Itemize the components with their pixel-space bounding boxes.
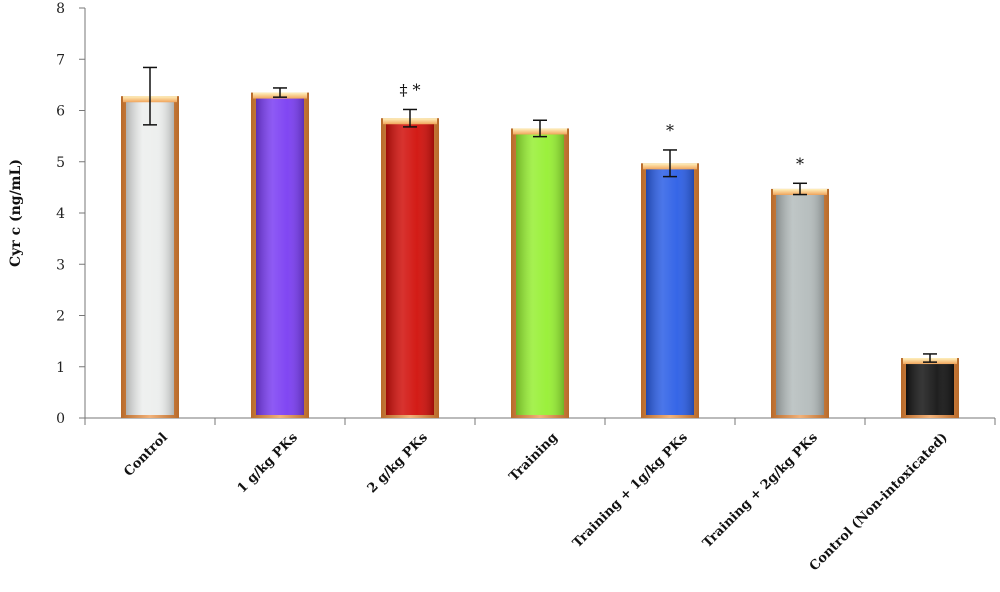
y-tick-label: 7 [56, 52, 65, 68]
bar-shading [386, 124, 434, 415]
y-tick-label: 5 [56, 155, 65, 171]
category-label: 2 g/kg PKs [365, 430, 431, 496]
significance-marker: * [796, 154, 804, 173]
y-tick-label: 6 [56, 104, 65, 120]
error-bar [143, 66, 157, 126]
bar [641, 163, 699, 418]
category-labels: Control 1 g/kg PKs 2 g/kg PKs Training Train… [121, 430, 950, 574]
bar-shading [646, 169, 694, 415]
bar [771, 188, 829, 418]
axes: 0 1 2 3 4 5 6 7 8 [56, 1, 996, 427]
significance-marker: * [666, 121, 674, 140]
bar [251, 92, 309, 418]
category-label: Control (Non-intoxicated) [807, 430, 951, 574]
bars: ‡ * * * [121, 66, 959, 419]
y-tick-label: 4 [56, 206, 65, 222]
error-bar [793, 182, 807, 196]
y-tick-label: 2 [56, 309, 65, 325]
error-bar [923, 353, 937, 363]
y-tick-label: 3 [56, 257, 65, 273]
bar [381, 118, 439, 418]
bar-shading [906, 364, 954, 415]
bar [121, 96, 179, 419]
y-tick-label: 0 [56, 411, 65, 427]
category-label: Control [121, 430, 170, 479]
category-label: Training + 2g/kg PKs [700, 430, 821, 551]
error-bar [403, 108, 417, 128]
category-label: Training [506, 430, 560, 484]
category-label: Training + 1g/kg PKs [570, 430, 691, 551]
bar-shading [776, 194, 824, 415]
category-label: 1 g/kg PKs [235, 430, 301, 496]
bar-shading [126, 102, 174, 416]
y-axis-label: Cyr c (ng/mL) [8, 159, 24, 267]
error-bar [663, 149, 677, 178]
bar-shading [516, 134, 564, 415]
bar [511, 128, 569, 418]
significance-marker: ‡ * [399, 80, 420, 99]
bar-shading [256, 98, 304, 415]
y-tick-label: 8 [56, 1, 65, 17]
y-tick-label: 1 [56, 360, 65, 376]
bar [901, 358, 959, 418]
error-bar [273, 87, 287, 98]
error-bar [533, 119, 547, 138]
